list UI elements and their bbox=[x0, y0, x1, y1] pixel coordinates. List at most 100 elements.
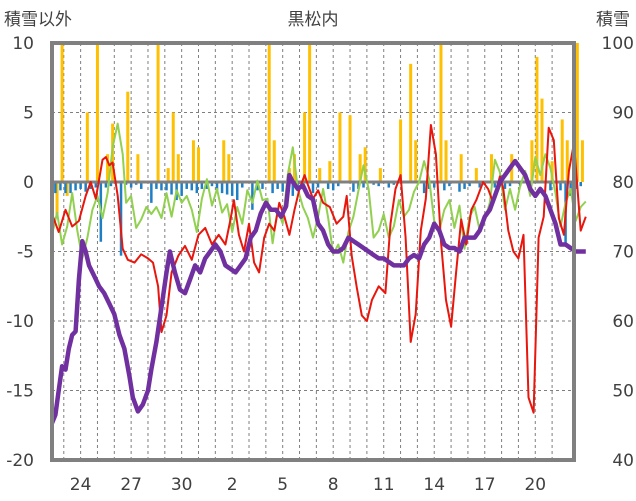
snow_change-bar bbox=[352, 182, 355, 192]
left-tick-label: -10 bbox=[6, 312, 34, 332]
right-tick-label: 70 bbox=[612, 243, 634, 263]
precip-bar bbox=[414, 140, 418, 182]
left-axis-title: 積雪以外 bbox=[4, 10, 72, 30]
snow_change-bar bbox=[559, 182, 562, 191]
snow_change-bar bbox=[311, 182, 315, 194]
snow_change-bar bbox=[160, 182, 163, 191]
snow_change-bar bbox=[241, 182, 244, 188]
snow_change-bar bbox=[230, 182, 234, 196]
snow_change-bar bbox=[54, 182, 57, 194]
precip-bar bbox=[55, 182, 59, 217]
precip-bar bbox=[267, 43, 271, 182]
snow_change-bar bbox=[503, 182, 507, 189]
precip-bar bbox=[171, 112, 175, 182]
chart-title: 黒松内 bbox=[288, 10, 339, 30]
right-tick-label: 60 bbox=[612, 312, 634, 332]
snow_change-bar bbox=[220, 182, 224, 194]
precip-bar bbox=[540, 98, 544, 182]
precip-bar bbox=[474, 168, 478, 182]
snow_change-bar bbox=[362, 182, 365, 188]
left-tick-label: 10 bbox=[12, 34, 34, 54]
precip-bar bbox=[575, 43, 579, 182]
snow_change-bar bbox=[195, 182, 199, 194]
precip-bar bbox=[338, 112, 342, 182]
snow_change-bar bbox=[508, 182, 512, 187]
x-tick-label: 8 bbox=[328, 475, 339, 495]
precip-bar bbox=[227, 154, 231, 182]
snow_change-bar bbox=[443, 182, 446, 191]
right-tick-label: 90 bbox=[612, 104, 634, 124]
precip-bar bbox=[565, 140, 569, 182]
snow_change-bar bbox=[94, 182, 98, 188]
snow_change-bar bbox=[478, 182, 481, 188]
snow_change-bar bbox=[261, 182, 264, 189]
bars-layer bbox=[54, 43, 584, 256]
precip-bar bbox=[308, 43, 312, 182]
snow_change-bar bbox=[200, 182, 204, 189]
precip-bar bbox=[439, 43, 443, 182]
precip-bar bbox=[318, 168, 322, 182]
precip-bar bbox=[85, 112, 89, 182]
precip-bar bbox=[580, 140, 584, 182]
x-tick-label: 5 bbox=[277, 475, 288, 495]
snow_change-bar bbox=[225, 182, 229, 195]
snow_change-bar bbox=[579, 182, 582, 187]
right-tick-label: 50 bbox=[612, 382, 634, 402]
left-tick-label: -20 bbox=[6, 451, 34, 471]
right-axis-title: 積雪 bbox=[596, 10, 630, 30]
snow_change-bar bbox=[59, 182, 62, 191]
x-tick-label: 24 bbox=[70, 475, 92, 495]
snow_change-bar bbox=[463, 182, 466, 189]
snow_change-bar bbox=[387, 182, 391, 188]
snow_change-bar bbox=[377, 182, 380, 187]
snow_change-bar bbox=[109, 182, 113, 187]
x-tick-label: 2 bbox=[227, 475, 238, 495]
snow_change-bar bbox=[549, 182, 552, 191]
precip-bar bbox=[156, 43, 160, 182]
grid-layer bbox=[52, 43, 574, 460]
precip-bar bbox=[272, 140, 276, 182]
precip-bar bbox=[303, 112, 307, 182]
snow_change-bar bbox=[84, 182, 87, 192]
snow_change-bar bbox=[139, 182, 143, 189]
precip-bar bbox=[409, 63, 413, 182]
snow_change-bar bbox=[281, 182, 284, 192]
snow_change-bar bbox=[271, 182, 274, 194]
precip-bar bbox=[65, 182, 69, 196]
precip-bar bbox=[176, 154, 180, 182]
snow_change-bar bbox=[170, 182, 173, 195]
right-tick-label: 100 bbox=[602, 34, 634, 54]
precip-bar bbox=[191, 140, 195, 182]
x-tick-label: 30 bbox=[171, 475, 193, 495]
labels-layer: 10 100 5 90 0 80 -5 70 -10 60 -15 50 -20 40 24 27 30 2 5 8 1… bbox=[6, 34, 634, 495]
precip-bar bbox=[489, 154, 493, 182]
snow_change-bar bbox=[276, 182, 279, 189]
precip-bar bbox=[560, 119, 564, 182]
left-tick-label: -15 bbox=[6, 382, 34, 402]
snow_change-bar bbox=[448, 182, 451, 187]
snow_change-bar bbox=[69, 182, 72, 194]
snow_change-bar bbox=[150, 182, 153, 203]
precip-bar bbox=[459, 154, 463, 182]
snow_change-bar bbox=[468, 182, 471, 187]
snow_change-bar bbox=[316, 182, 320, 188]
snow_change-bar bbox=[458, 182, 461, 192]
precip-bar bbox=[222, 140, 226, 182]
precip-bar bbox=[530, 140, 534, 182]
x-tick-label: 17 bbox=[474, 475, 496, 495]
x-tick-label: 20 bbox=[524, 475, 546, 495]
precip-bar bbox=[166, 168, 170, 182]
right-tick-label: 40 bbox=[612, 451, 634, 471]
snow_change-bar bbox=[331, 182, 335, 191]
precip-bar bbox=[444, 140, 448, 182]
precip-bar bbox=[60, 43, 64, 182]
precip-bar bbox=[328, 161, 332, 182]
snow_change-bar bbox=[155, 182, 158, 189]
precip-bar bbox=[363, 147, 367, 182]
snow_change-bar bbox=[64, 182, 67, 194]
precip-bar bbox=[378, 168, 382, 182]
plot-frame bbox=[50, 41, 576, 462]
precip-bar bbox=[348, 115, 352, 182]
